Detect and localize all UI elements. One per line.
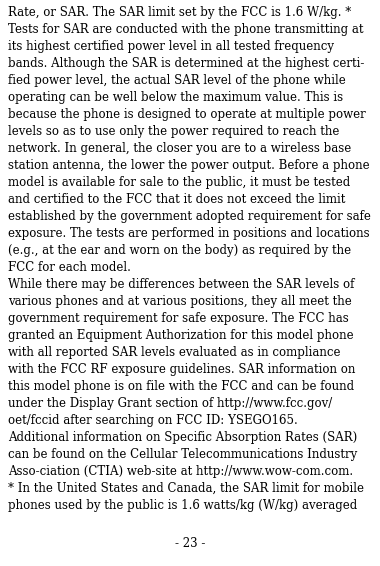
Text: Additional information on Specific Absorption Rates (SAR): Additional information on Specific Absor… (8, 431, 357, 444)
Text: bands. Although the SAR is determined at the highest certi-: bands. Although the SAR is determined at… (8, 57, 364, 70)
Text: exposure. The tests are performed in positions and locations: exposure. The tests are performed in pos… (8, 227, 370, 240)
Text: because the phone is designed to operate at multiple power: because the phone is designed to operate… (8, 108, 366, 121)
Text: * In the United States and Canada, the SAR limit for mobile: * In the United States and Canada, the S… (8, 482, 364, 495)
Text: can be found on the Cellular Telecommunications Industry: can be found on the Cellular Telecommuni… (8, 448, 357, 461)
Text: levels so as to use only the power required to reach the: levels so as to use only the power requi… (8, 125, 339, 138)
Text: granted an Equipment Authorization for this model phone: granted an Equipment Authorization for t… (8, 329, 354, 342)
Text: station antenna, the lower the power output. Before a phone: station antenna, the lower the power out… (8, 159, 370, 172)
Text: network. In general, the closer you are to a wireless base: network. In general, the closer you are … (8, 142, 351, 155)
Text: (e.g., at the ear and worn on the body) as required by the: (e.g., at the ear and worn on the body) … (8, 244, 351, 257)
Text: - 23 -: - 23 - (175, 537, 205, 550)
Text: under the Display Grant section of http://www.fcc.gov/: under the Display Grant section of http:… (8, 397, 332, 410)
Text: fied power level, the actual SAR level of the phone while: fied power level, the actual SAR level o… (8, 74, 346, 87)
Text: Asso-ciation (CTIA) web-site at http://www.wow-com.com.: Asso-ciation (CTIA) web-site at http://w… (8, 465, 353, 478)
Text: and certified to the FCC that it does not exceed the limit: and certified to the FCC that it does no… (8, 193, 345, 206)
Text: various phones and at various positions, they all meet the: various phones and at various positions,… (8, 295, 352, 308)
Text: phones used by the public is 1.6 watts/kg (W/kg) averaged: phones used by the public is 1.6 watts/k… (8, 499, 357, 512)
Text: its highest certified power level in all tested frequency: its highest certified power level in all… (8, 40, 334, 53)
Text: with the FCC RF exposure guidelines. SAR information on: with the FCC RF exposure guidelines. SAR… (8, 363, 355, 376)
Text: with all reported SAR levels evaluated as in compliance: with all reported SAR levels evaluated a… (8, 346, 340, 359)
Text: oet/fccid after searching on FCC ID: YSEGO165.: oet/fccid after searching on FCC ID: YSE… (8, 414, 298, 427)
Text: FCC for each model.: FCC for each model. (8, 261, 131, 274)
Text: established by the government adopted requirement for safe: established by the government adopted re… (8, 210, 371, 223)
Text: government requirement for safe exposure. The FCC has: government requirement for safe exposure… (8, 312, 349, 325)
Text: While there may be differences between the SAR levels of: While there may be differences between t… (8, 278, 355, 291)
Text: model is available for sale to the public, it must be tested: model is available for sale to the publi… (8, 176, 350, 189)
Text: Rate, or SAR. The SAR limit set by the FCC is 1.6 W/kg. *: Rate, or SAR. The SAR limit set by the F… (8, 6, 351, 19)
Text: Tests for SAR are conducted with the phone transmitting at: Tests for SAR are conducted with the pho… (8, 23, 364, 36)
Text: operating can be well below the maximum value. This is: operating can be well below the maximum … (8, 91, 343, 104)
Text: this model phone is on file with the FCC and can be found: this model phone is on file with the FCC… (8, 380, 354, 393)
